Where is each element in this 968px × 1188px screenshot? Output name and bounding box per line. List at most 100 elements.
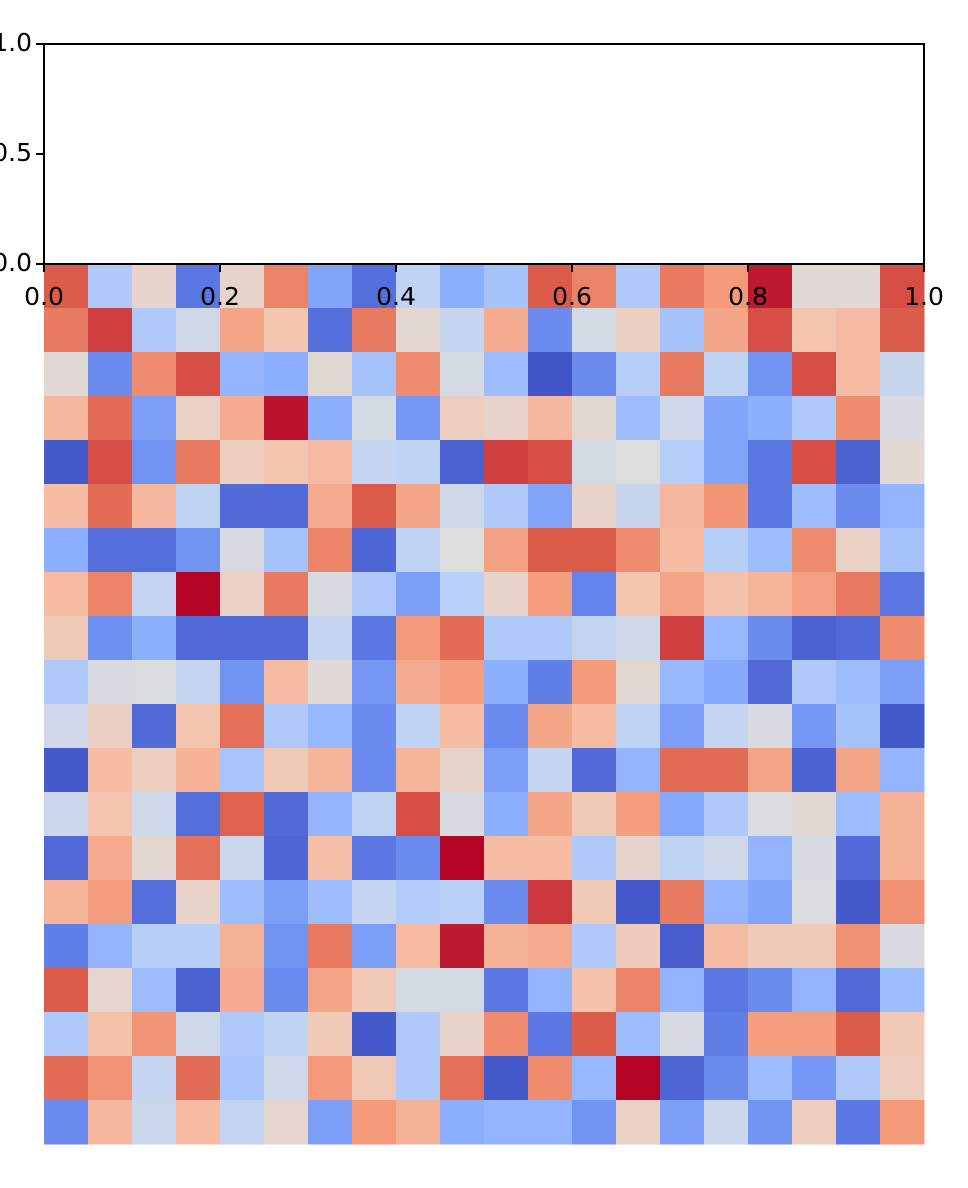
heatmap-cell <box>792 924 837 969</box>
heatmap-cell <box>44 396 89 441</box>
heatmap-cell <box>352 704 397 749</box>
heatmap-cell <box>220 660 265 705</box>
heatmap-cell <box>880 528 925 573</box>
heatmap-cell <box>176 484 221 529</box>
axes: 0.0 0.2 0.4 0.6 0.8 1.0 0.0 0.5 1.0 <box>0 28 944 311</box>
heatmap-cell <box>572 748 617 793</box>
heatmap-cell <box>880 440 925 485</box>
heatmap-cell <box>572 264 617 309</box>
x-tick-label: 0.0 <box>24 282 64 311</box>
heatmap-cell <box>528 1056 573 1101</box>
heatmap-cell <box>132 1100 177 1145</box>
heatmap-cell <box>572 704 617 749</box>
heatmap-cell <box>704 484 749 529</box>
heatmap-cell <box>660 440 705 485</box>
heatmap-cell <box>176 660 221 705</box>
heatmap-cell <box>836 1056 881 1101</box>
heatmap-cell <box>44 836 89 881</box>
heatmap-cell <box>704 748 749 793</box>
heatmap-cell <box>88 440 133 485</box>
heatmap-cell <box>792 660 837 705</box>
heatmap-cell <box>616 660 661 705</box>
heatmap-cell <box>176 836 221 881</box>
heatmap-cell <box>528 836 573 881</box>
heatmap-cell <box>132 704 177 749</box>
heatmap-cell <box>836 264 881 309</box>
heatmap-cell <box>704 616 749 661</box>
heatmap-cell <box>352 352 397 397</box>
heatmap-cell <box>748 616 793 661</box>
heatmap-cell <box>836 308 881 353</box>
heatmap-cell <box>484 924 529 969</box>
heatmap-cell <box>440 440 485 485</box>
heatmap-cell <box>396 572 441 617</box>
heatmap-cell <box>880 396 925 441</box>
heatmap-cell <box>132 792 177 837</box>
heatmap-cell <box>528 924 573 969</box>
heatmap-cell <box>528 572 573 617</box>
heatmap-cell <box>308 484 353 529</box>
heatmap-cell <box>792 440 837 485</box>
heatmap-cell <box>396 352 441 397</box>
heatmap-cell <box>616 484 661 529</box>
heatmap-cell <box>176 352 221 397</box>
heatmap-cell <box>616 264 661 309</box>
heatmap-cell <box>308 308 353 353</box>
heatmap-cell <box>264 264 309 309</box>
heatmap-cell <box>44 748 89 793</box>
heatmap-cell <box>352 528 397 573</box>
heatmap-cell <box>132 748 177 793</box>
heatmap-cell <box>352 836 397 881</box>
heatmap-cell <box>484 484 529 529</box>
heatmap-cell <box>220 924 265 969</box>
heatmap-cell <box>616 616 661 661</box>
heatmap-cell <box>528 396 573 441</box>
heatmap-cell <box>44 264 89 309</box>
heatmap-cell <box>572 396 617 441</box>
heatmap-cell <box>484 440 529 485</box>
heatmap-cell <box>792 352 837 397</box>
heatmap-cell <box>352 308 397 353</box>
heatmap-cell <box>880 1012 925 1057</box>
heatmap-cell <box>704 440 749 485</box>
heatmap-cell <box>704 968 749 1013</box>
heatmap-cell <box>572 836 617 881</box>
heatmap-cell <box>352 264 397 309</box>
heatmap-cell <box>44 572 89 617</box>
heatmap-cell <box>660 484 705 529</box>
heatmap-cell <box>616 352 661 397</box>
y-tick-label: 0.5 <box>0 138 32 167</box>
heatmap-cell <box>308 352 353 397</box>
heatmap-cell <box>176 528 221 573</box>
heatmap-cell <box>836 484 881 529</box>
heatmap-cell <box>308 660 353 705</box>
heatmap-cell <box>308 1056 353 1101</box>
heatmap-cell <box>308 1012 353 1057</box>
heatmap-cell <box>88 924 133 969</box>
heatmap-cell <box>440 308 485 353</box>
heatmap-cell <box>88 968 133 1013</box>
heatmap-cell <box>528 616 573 661</box>
heatmap-cell <box>176 748 221 793</box>
heatmap-cell <box>660 528 705 573</box>
heatmap-cell <box>44 440 89 485</box>
heatmap-cell <box>440 264 485 309</box>
heatmap-cell <box>792 1056 837 1101</box>
x-tick-label: 0.2 <box>200 282 240 311</box>
heatmap-cell <box>396 528 441 573</box>
heatmap-cell <box>704 660 749 705</box>
heatmap-cell <box>704 308 749 353</box>
heatmap-cell <box>352 572 397 617</box>
heatmap-cell <box>88 704 133 749</box>
heatmap-cell <box>352 660 397 705</box>
heatmap-cell <box>88 1012 133 1057</box>
heatmap-cell <box>528 308 573 353</box>
heatmap-cell <box>836 616 881 661</box>
heatmap-cell <box>440 352 485 397</box>
heatmap-cell <box>792 704 837 749</box>
heatmap-cell <box>132 880 177 925</box>
heatmap-cell <box>836 968 881 1013</box>
heatmap-cell <box>572 792 617 837</box>
heatmap-cell <box>88 572 133 617</box>
